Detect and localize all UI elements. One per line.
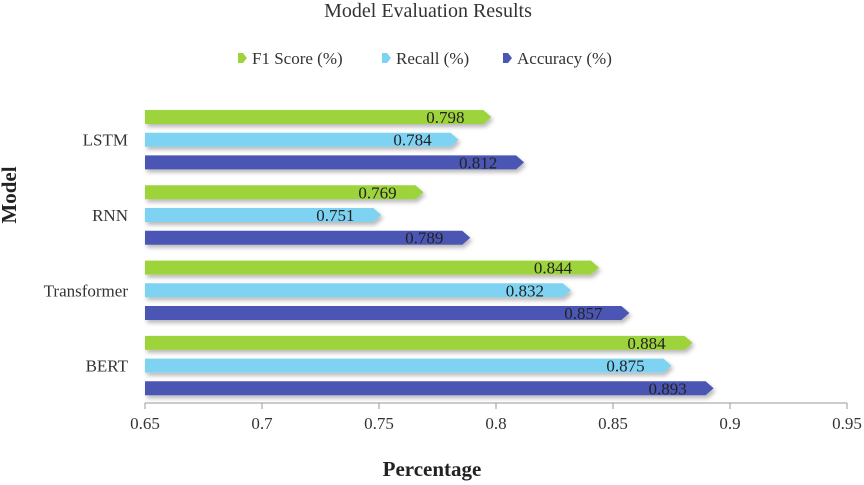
legend-marker-2 xyxy=(503,53,512,63)
bar-transformer-2 xyxy=(145,306,630,320)
data-label-rnn-0: 0.769 xyxy=(358,183,396,202)
chart-title: Model Evaluation Results xyxy=(324,0,532,22)
data-label-rnn-1: 0.751 xyxy=(316,206,354,225)
legend: F1 Score (%) Recall (%) Accuracy (%) xyxy=(238,49,612,68)
category-labels: LSTM RNN Transformer BERT xyxy=(44,131,129,376)
y-axis-title: Model xyxy=(0,166,21,223)
bar-lstm-1 xyxy=(145,132,459,147)
bar-transformer-0 xyxy=(145,260,599,275)
x-tick-label-6: 0.95 xyxy=(832,414,862,433)
x-tick-label-0: 0.65 xyxy=(130,414,160,433)
data-label-transformer-2: 0.857 xyxy=(564,304,603,323)
category-label-transformer: Transformer xyxy=(44,281,129,300)
legend-marker-1 xyxy=(382,53,391,63)
data-label-transformer-0: 0.844 xyxy=(534,259,573,278)
bar-bert-0 xyxy=(145,335,693,350)
bar-transformer-1 xyxy=(145,283,571,298)
data-label-lstm-2: 0.812 xyxy=(459,153,497,172)
x-tick-label-4: 0.85 xyxy=(598,414,628,433)
x-tick-label-5: 0.9 xyxy=(719,414,740,433)
data-label-rnn-2: 0.789 xyxy=(405,229,443,248)
legend-label-2: Accuracy (%) xyxy=(517,49,612,68)
bar-lstm-0 xyxy=(145,110,492,124)
bar-rnn-0 xyxy=(145,185,424,200)
category-label-lstm: LSTM xyxy=(83,131,128,150)
legend-label-0: F1 Score (%) xyxy=(252,49,343,68)
x-tick-label-3: 0.8 xyxy=(485,414,506,433)
x-tick-label-1: 0.7 xyxy=(251,414,273,433)
bar-rnn-1 xyxy=(145,208,382,222)
bars xyxy=(145,110,714,396)
legend-label-1: Recall (%) xyxy=(396,49,469,68)
bar-bert-2 xyxy=(145,381,714,396)
data-label-bert-2: 0.893 xyxy=(648,379,686,398)
bar-rnn-2 xyxy=(145,230,471,245)
data-label-transformer-1: 0.832 xyxy=(506,281,544,300)
legend-marker-0 xyxy=(238,53,247,63)
bar-lstm-2 xyxy=(145,155,525,170)
data-label-bert-0: 0.884 xyxy=(627,334,666,353)
category-label-rnn: RNN xyxy=(92,206,128,225)
bar-bert-1 xyxy=(145,358,672,373)
data-label-lstm-0: 0.798 xyxy=(426,108,464,127)
x-ticks: 0.65 0.7 0.75 0.8 0.85 0.9 0.95 xyxy=(130,403,862,433)
category-label-bert: BERT xyxy=(86,357,129,376)
data-label-bert-1: 0.875 xyxy=(606,357,644,376)
x-axis-title: Percentage xyxy=(383,457,482,481)
x-tick-label-2: 0.75 xyxy=(364,414,394,433)
data-label-lstm-1: 0.784 xyxy=(393,131,432,150)
